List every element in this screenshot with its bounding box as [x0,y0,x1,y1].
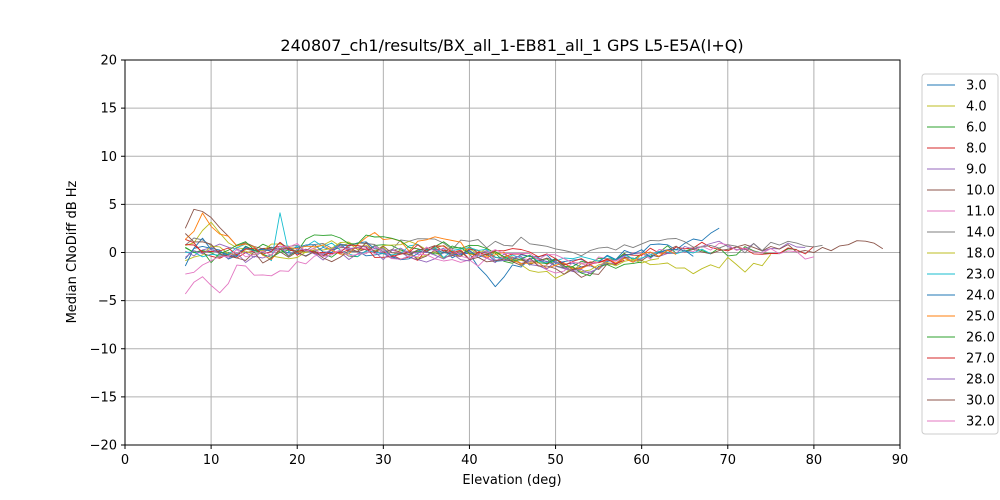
series-line-24.0 [184,237,694,267]
legend-label: 11.0 [966,205,995,220]
legend-label: 25.0 [966,310,995,325]
y-tick-label: −15 [90,390,117,405]
legend-label: 10.0 [966,184,995,199]
y-tick-label: 20 [100,54,117,69]
y-tick-label: 10 [100,150,117,165]
legend-label: 6.0 [966,121,987,136]
series-line-11.0 [184,242,815,295]
x-tick-label: 80 [806,453,823,468]
x-tick-label: 70 [720,453,737,468]
y-tick-label: 5 [109,198,117,213]
legend-label: 23.0 [966,268,995,283]
legend-label: 24.0 [966,289,995,304]
series-line-32.0 [185,243,599,275]
legend-label: 32.0 [966,415,995,430]
legend-label: 30.0 [966,394,995,409]
x-tick-label: 50 [547,453,564,468]
legend-label: 14.0 [966,226,995,241]
y-tick-label: −5 [98,294,117,309]
y-tick-label: −10 [90,342,117,357]
series-line-27.0 [185,241,625,266]
legend-label: 8.0 [966,142,987,157]
y-axis-label: Median CNoDiff dB Hz [65,180,80,323]
series-line-30.0 [184,233,591,275]
x-tick-label: 40 [461,453,478,468]
legend: 3.0 4.0 6.0 8.0 9.0 10.0 11.0 14.0 18.0 23.0 24.0 2… [921,73,999,435]
x-tick-label: 60 [633,453,650,468]
x-tick-label: 30 [375,453,392,468]
y-tick-label: 15 [100,102,117,117]
legend-label: 9.0 [966,163,987,178]
series-layer [184,208,884,295]
legend-label: 4.0 [966,100,987,115]
legend-label: 27.0 [966,352,995,367]
x-tick-label: 20 [289,453,306,468]
legend-label: 3.0 [966,79,987,94]
legend-label: 28.0 [966,373,995,388]
chart-title: 240807_ch1/results/BX_all_1-EB81_all_1 G… [280,36,743,56]
axis-ticks: 0 10 20 30 40 50 60 70 80 90 −20 −15 −10 −5 0 5 10 15 20 [90,54,909,469]
y-tick-label: −20 [90,439,117,454]
x-tick-label: 90 [892,453,909,468]
legend-box [921,73,999,435]
series-line-25.0 [184,212,677,270]
x-tick-label: 0 [121,453,129,468]
x-tick-label: 10 [203,453,220,468]
legend-label: 26.0 [966,331,995,346]
legend-label: 18.0 [966,247,995,262]
series-line-28.0 [185,245,608,275]
y-tick-label: 0 [109,246,117,261]
x-axis-label: Elevation (deg) [462,473,561,488]
